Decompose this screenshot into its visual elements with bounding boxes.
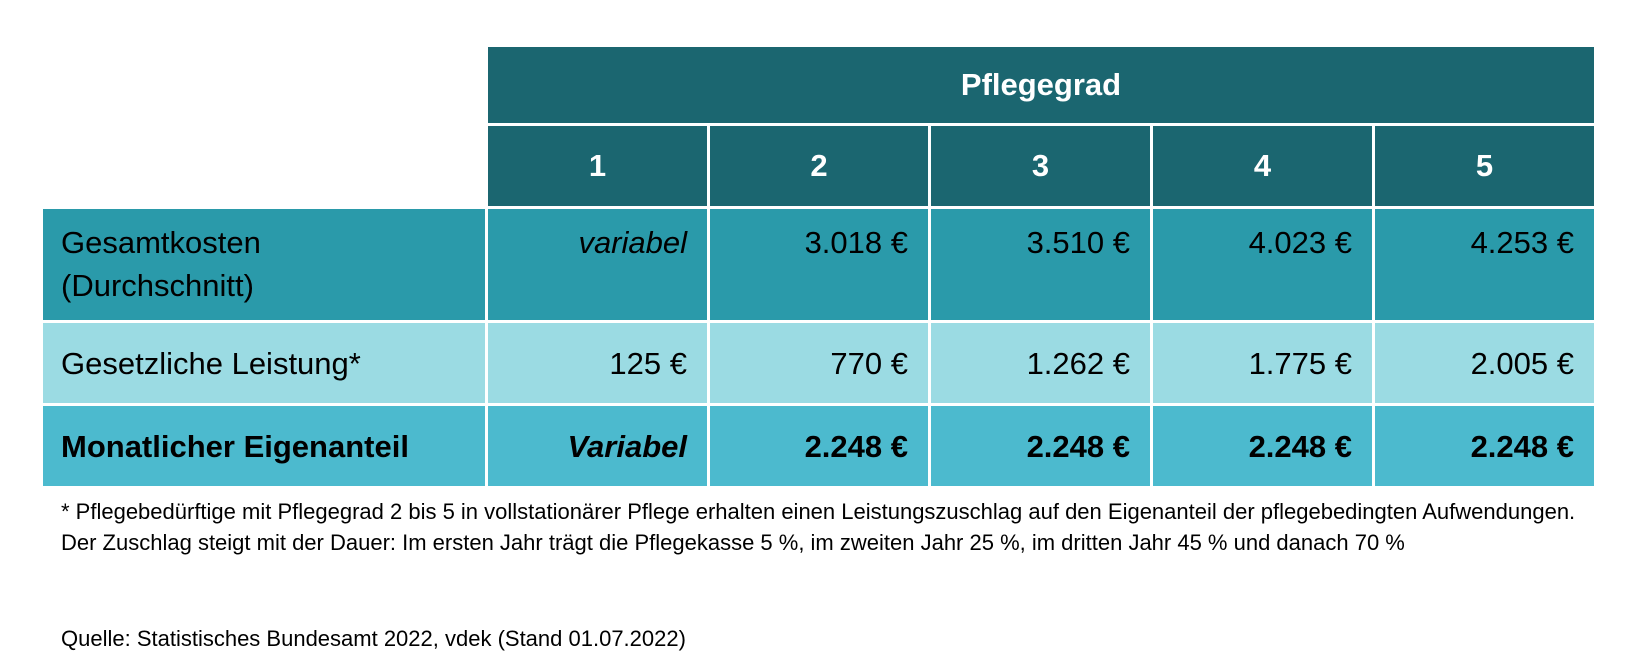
grade-5-header: 5 — [1375, 126, 1594, 206]
row-label-gesetzliche-leistung: Gesetzliche Leistung* — [43, 323, 485, 403]
gesamtkosten-grade-4: 4.023 € — [1153, 209, 1372, 320]
gesamtkosten-grade-5: 4.253 € — [1375, 209, 1594, 320]
grade-1-header: 1 — [488, 126, 707, 206]
eigenanteil-grade-4: 2.248 € — [1153, 406, 1372, 486]
gesamtkosten-grade-2: 3.018 € — [710, 209, 928, 320]
empty-corner-cell — [43, 47, 485, 206]
row-label-gesamtkosten: Gesamtkosten (Durchschnitt) — [43, 209, 485, 320]
leistung-grade-4: 1.775 € — [1153, 323, 1372, 403]
pflegekosten-table: Pflegegrad 1 2 3 4 5 Gesamtkosten (Durch… — [43, 47, 1594, 486]
gesamtkosten-grade-1: variabel — [488, 209, 707, 320]
pflegegrad-header: Pflegegrad — [488, 47, 1594, 123]
leistung-grade-5: 2.005 € — [1375, 323, 1594, 403]
row-label-line1: Gesamtkosten — [61, 225, 261, 260]
leistung-grade-2: 770 € — [710, 323, 928, 403]
eigenanteil-grade-5: 2.248 € — [1375, 406, 1594, 486]
eigenanteil-grade-2: 2.248 € — [710, 406, 928, 486]
grade-4-header: 4 — [1153, 126, 1372, 206]
source-text: Quelle: Statistisches Bundesamt 2022, vd… — [61, 626, 686, 651]
leistung-grade-1: 125 € — [488, 323, 707, 403]
eigenanteil-grade-3: 2.248 € — [931, 406, 1150, 486]
grade-2-header: 2 — [710, 126, 928, 206]
grade-3-header: 3 — [931, 126, 1150, 206]
row-label-eigenanteil: Monatlicher Eigenanteil — [43, 406, 485, 486]
eigenanteil-grade-1: Variabel — [488, 406, 707, 486]
gesamtkosten-grade-3: 3.510 € — [931, 209, 1150, 320]
row-label-line2: (Durchschnitt) — [61, 268, 254, 303]
leistung-grade-3: 1.262 € — [931, 323, 1150, 403]
footnote-text: * Pflegebedürftige mit Pflegegrad 2 bis … — [61, 499, 1576, 555]
